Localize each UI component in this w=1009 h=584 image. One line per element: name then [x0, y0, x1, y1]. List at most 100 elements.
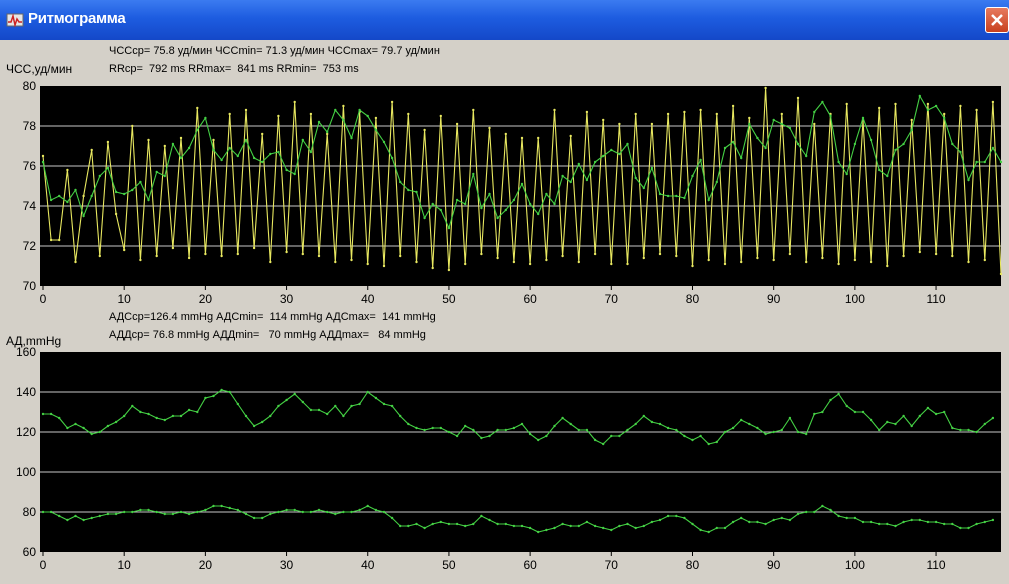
bp-series-1-point — [163, 512, 166, 516]
hr-series-0-point — [252, 246, 256, 250]
hr-series-0-point — [179, 136, 183, 140]
hr-series-0-point — [869, 260, 873, 264]
hr-series-1-point — [610, 148, 613, 152]
bp-series-0-point — [261, 420, 264, 424]
hr-series-1-point — [999, 160, 1003, 164]
hr-series-0-point — [317, 254, 321, 258]
window-title: Ритмограмма — [28, 10, 126, 27]
hr-series-0-point — [772, 258, 775, 262]
bp-series-1-point — [236, 508, 239, 512]
bp-y-tick-label: 160 — [16, 345, 36, 359]
hr-series-1-point — [910, 128, 913, 132]
hr-series-0-point — [472, 108, 475, 112]
bp-series-0-point — [959, 428, 962, 432]
bp-series-1-point — [983, 520, 986, 524]
bp-series-0-point — [528, 432, 532, 436]
hr-series-0-point — [610, 262, 613, 266]
bp-series-1-point — [748, 520, 751, 524]
bp-series-1-point — [788, 518, 792, 522]
hr-series-0-point — [390, 100, 394, 104]
bp-series-0-point — [317, 408, 321, 412]
bp-series-1-point — [593, 524, 597, 528]
hr-series-1-point — [74, 188, 77, 192]
bp-x-tick-label: 0 — [40, 558, 47, 572]
bp-series-0-point — [642, 414, 645, 418]
hr-series-1-point — [317, 120, 321, 124]
bp-series-0-point — [41, 412, 45, 416]
bp-series-1-point — [658, 518, 662, 522]
bp-series-1-point — [829, 508, 832, 512]
hr-series-1-point — [878, 168, 881, 172]
hr-x-tick-label: 110 — [926, 292, 945, 306]
hr-series-0-point — [261, 132, 264, 136]
hr-series-0-point — [342, 104, 345, 108]
bp-series-0-point — [894, 422, 897, 426]
hr-series-1-point — [715, 180, 718, 184]
hr-y-tick-label: 76 — [23, 159, 37, 173]
hr-series-1-point — [415, 190, 418, 194]
hr-series-0-point — [187, 256, 191, 260]
bp-series-0-point — [374, 396, 378, 400]
hr-x-tick-label: 10 — [118, 292, 132, 306]
hr-series-0-point — [480, 252, 483, 256]
hr-y-tick-label: 78 — [23, 119, 37, 133]
bp-series-0-point — [886, 420, 889, 424]
bp-series-1-point — [488, 518, 491, 522]
bp-series-0-point — [90, 432, 93, 436]
bp-series-0-point — [675, 428, 678, 432]
bp-series-0-point — [269, 414, 272, 418]
bp-series-0-point — [618, 434, 621, 438]
hr-series-0-point — [642, 256, 645, 260]
hr-series-0-point — [504, 132, 507, 136]
bp-series-0-point — [342, 414, 345, 418]
bp-series-0-point — [49, 412, 53, 416]
bp-series-1-point — [82, 518, 85, 522]
hr-series-0-point — [66, 168, 69, 172]
bp-series-0-point — [488, 434, 491, 438]
bp-series-0-point — [131, 404, 134, 408]
bp-series-1-point — [845, 516, 848, 520]
bp-series-1-point — [196, 510, 199, 514]
title-bar[interactable]: Ритмограмма — [0, 0, 1009, 40]
bp-series-0-point — [58, 416, 61, 420]
bp-series-1-point — [959, 526, 962, 530]
bp-series-1-point — [439, 520, 442, 524]
bp-series-0-point — [699, 434, 702, 438]
bp-series-0-point — [106, 424, 110, 428]
hr-series-1-point — [504, 208, 507, 212]
hr-series-0-point — [918, 250, 921, 254]
hr-series-1-point — [366, 114, 369, 118]
bp-series-0-point — [74, 422, 77, 426]
bp-series-1-point — [147, 508, 150, 512]
bp-series-1-point — [431, 522, 434, 526]
bp-x-tick-label: 100 — [845, 558, 865, 572]
hr-series-0-point — [707, 258, 710, 262]
bp-x-tick-label: 30 — [280, 558, 294, 572]
bp-series-1-point — [715, 526, 718, 530]
close-button[interactable] — [985, 7, 1009, 33]
bp-series-1-point — [293, 508, 296, 512]
hr-series-1-point — [723, 146, 727, 150]
bp-series-0-point — [204, 396, 207, 400]
hr-series-0-point — [309, 112, 313, 116]
hr-series-0-point — [845, 102, 848, 106]
bp-series-1-point — [269, 512, 272, 516]
bp-series-1-point — [602, 526, 605, 530]
bp-series-0-point — [399, 414, 402, 418]
bp-series-0-point — [228, 390, 231, 394]
hr-series-0-point — [999, 272, 1003, 276]
bp-series-0-point — [602, 442, 605, 446]
hr-series-1-point — [204, 116, 207, 120]
bp-series-1-point — [821, 504, 824, 508]
bp-series-0-point — [934, 412, 938, 416]
hr-series-0-point — [58, 238, 61, 242]
bp-series-0-point — [382, 402, 386, 406]
bp-series-1-point — [666, 514, 670, 518]
hr-series-0-point — [74, 260, 77, 264]
hr-y-tick-label: 70 — [23, 279, 37, 293]
hr-series-1-point — [114, 190, 118, 194]
hr-series-0-point — [780, 112, 783, 116]
hr-series-0-point — [131, 124, 134, 128]
hr-series-0-point — [878, 106, 881, 110]
